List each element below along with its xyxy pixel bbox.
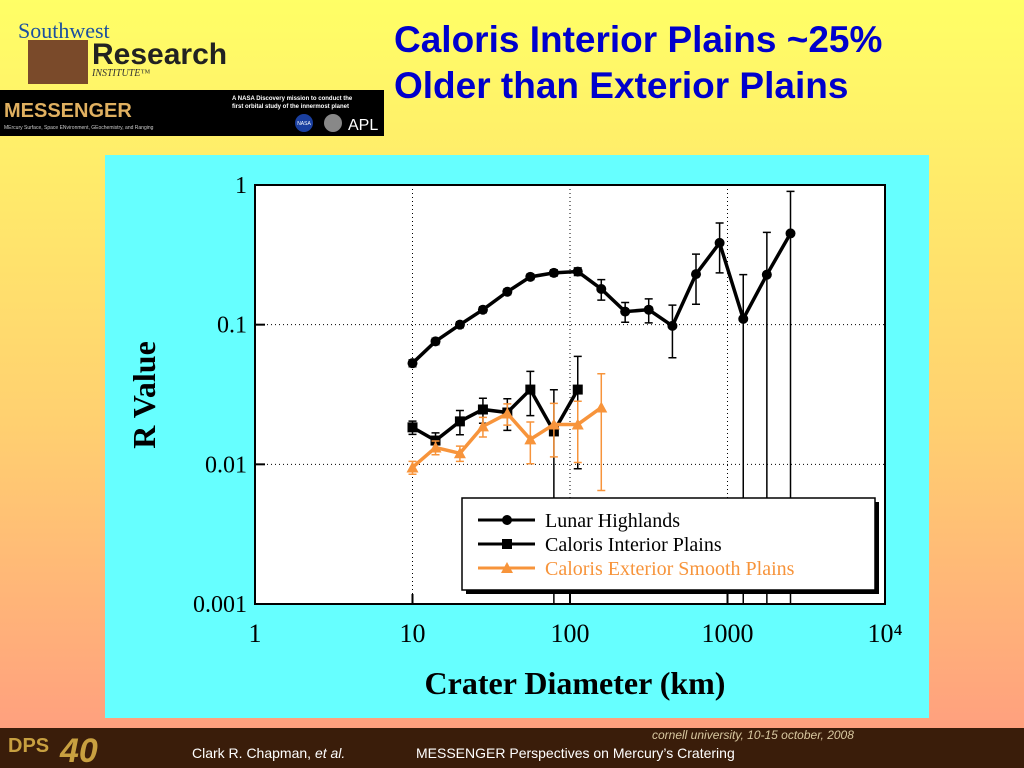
- marker: [502, 286, 513, 297]
- marker: [476, 420, 489, 432]
- messenger-banner: MESSENGER MErcury Surface, Space ENviron…: [0, 90, 384, 136]
- logo-text: INSTITUTE™: [91, 68, 150, 79]
- y-tick-label: 0.1: [217, 313, 247, 339]
- marker: [477, 304, 488, 315]
- marker: [572, 384, 583, 395]
- apl-logo: [324, 114, 342, 132]
- error-bar: [668, 304, 677, 359]
- error-bar: [573, 400, 582, 464]
- marker: [502, 515, 512, 525]
- nasa-logo: [295, 114, 313, 132]
- logo-text: APL: [348, 117, 378, 134]
- footer-etal: et al.: [315, 745, 345, 761]
- footer-badge: 40: [59, 732, 98, 768]
- y-tick-label: 1: [235, 173, 247, 199]
- x-axis-label: Crater Diameter (km): [425, 665, 726, 701]
- footer-text: MESSENGER Perspectives on Mercury’s Crat…: [416, 745, 735, 761]
- footer-text: Clark R. Chapman, et al.: [192, 745, 345, 761]
- footer-author: Clark R. Chapman,: [192, 745, 315, 761]
- legend-label: Caloris Exterior Smooth Plains: [545, 558, 795, 580]
- y-axis-label: R Value: [126, 341, 162, 449]
- x-tick-label: 1: [249, 619, 262, 648]
- footer-venue: cornell university, 10-15 october, 2008: [652, 728, 854, 742]
- marker: [596, 284, 607, 295]
- marker: [407, 422, 418, 433]
- logo-text: Southwest: [18, 18, 110, 43]
- marker: [571, 418, 584, 430]
- error-bar: [597, 373, 606, 492]
- marker: [525, 384, 536, 395]
- legend-label: Lunar Highlands: [545, 510, 680, 532]
- footer-bar: [0, 728, 1024, 768]
- marker: [738, 313, 749, 324]
- marker: [454, 319, 465, 330]
- marker: [501, 562, 513, 573]
- marker: [714, 237, 725, 248]
- marker: [454, 416, 465, 427]
- marker: [595, 401, 608, 413]
- marker: [430, 336, 441, 347]
- slide-title: Older than Exterior Plains: [394, 65, 848, 106]
- marker: [501, 407, 514, 419]
- banner-note: first orbital study of the innermost pla…: [232, 104, 349, 110]
- logo-text: Research: [92, 38, 227, 71]
- banner-bg: [0, 90, 384, 136]
- y-tick-label: 0.01: [205, 452, 247, 478]
- marker: [407, 358, 418, 369]
- marker: [477, 404, 488, 415]
- y-tick-label: 0.001: [193, 592, 247, 618]
- banner-note: A NASA Discovery mission to conduct the: [232, 96, 353, 102]
- banner-title: MESSENGER: [4, 100, 132, 122]
- error-bar: [549, 402, 558, 458]
- banner-sub: MErcury Surface, Space ENvironment, GEoc…: [4, 125, 154, 131]
- footer-badge: DPS: [8, 735, 49, 757]
- logo-image: [28, 40, 88, 84]
- slide-title: Caloris Interior Plains ~25%: [394, 19, 882, 60]
- marker: [572, 266, 583, 277]
- marker: [502, 539, 512, 549]
- marker: [547, 418, 560, 430]
- marker: [524, 433, 537, 445]
- x-tick-label: 10⁴: [867, 619, 902, 648]
- x-tick-label: 10: [400, 619, 426, 648]
- marker: [761, 269, 772, 280]
- x-tick-label: 100: [551, 619, 590, 648]
- marker: [525, 271, 536, 282]
- x-tick-label: 1000: [702, 619, 754, 648]
- marker: [406, 461, 419, 473]
- marker: [785, 228, 796, 239]
- legend-label: Caloris Interior Plains: [545, 534, 722, 556]
- marker: [548, 267, 559, 278]
- marker: [620, 306, 631, 317]
- marker: [429, 441, 442, 453]
- chart: 1 10 100 1000 10⁴ 0.001 0.01 0.1 1 Lunar Highland…: [193, 173, 903, 648]
- swri-logo: Southwest Research INSTITUTE™: [18, 18, 227, 84]
- error-bar: [692, 253, 701, 306]
- marker: [453, 447, 466, 459]
- logo-text: NASA: [297, 121, 311, 127]
- marker: [643, 304, 654, 315]
- marker: [691, 269, 702, 280]
- marker: [667, 320, 678, 331]
